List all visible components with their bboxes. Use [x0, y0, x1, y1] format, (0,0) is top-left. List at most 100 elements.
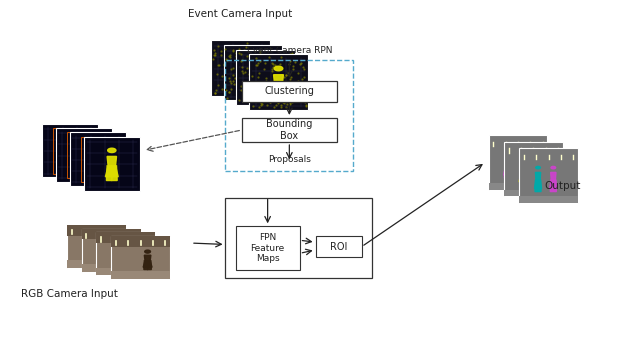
Point: [256, 89, 266, 95]
Point: [237, 70, 248, 76]
Point: [286, 75, 296, 80]
Point: [232, 67, 242, 72]
Point: [247, 101, 257, 106]
Point: [257, 101, 268, 106]
Point: [246, 75, 256, 81]
Point: [292, 95, 302, 101]
Polygon shape: [504, 166, 508, 178]
Point: [232, 49, 243, 54]
Point: [263, 80, 273, 86]
Point: [245, 79, 255, 84]
Point: [226, 48, 236, 53]
Polygon shape: [247, 75, 253, 90]
Point: [277, 91, 287, 97]
Point: [234, 97, 244, 103]
Polygon shape: [100, 250, 104, 259]
Point: [274, 63, 284, 68]
Point: [209, 53, 220, 58]
Point: [269, 72, 280, 77]
Bar: [519, 196, 578, 203]
Point: [241, 66, 252, 71]
Point: [276, 69, 287, 74]
Point: [238, 85, 248, 91]
Point: [256, 69, 266, 74]
Point: [253, 81, 263, 87]
Point: [222, 57, 232, 63]
Point: [256, 102, 266, 107]
Point: [265, 62, 275, 68]
Point: [251, 52, 261, 57]
Point: [255, 49, 265, 55]
Point: [260, 75, 271, 80]
Point: [232, 60, 242, 66]
Point: [260, 61, 270, 66]
Bar: [82, 228, 141, 239]
Polygon shape: [249, 57, 257, 62]
Point: [228, 81, 239, 87]
Bar: [97, 268, 156, 275]
Point: [259, 61, 269, 66]
Point: [212, 83, 223, 88]
Point: [241, 66, 251, 72]
Bar: [42, 124, 98, 177]
Point: [227, 62, 237, 67]
Point: [270, 72, 280, 78]
Point: [267, 54, 277, 59]
Point: [225, 55, 236, 60]
Point: [237, 90, 247, 95]
Point: [241, 81, 251, 87]
Point: [267, 81, 277, 87]
Point: [276, 97, 286, 102]
Point: [231, 47, 241, 52]
Point: [276, 104, 287, 110]
Point: [243, 51, 253, 56]
Point: [244, 71, 254, 76]
Point: [229, 69, 239, 74]
Point: [298, 64, 308, 69]
Point: [252, 91, 262, 96]
Point: [237, 62, 248, 67]
Point: [243, 88, 253, 93]
Point: [280, 104, 291, 110]
Point: [257, 90, 268, 95]
Point: [253, 74, 264, 79]
Point: [257, 89, 267, 94]
Bar: [249, 54, 308, 110]
Point: [250, 82, 260, 88]
Polygon shape: [130, 246, 136, 249]
Point: [210, 52, 220, 58]
Bar: [316, 236, 362, 257]
Bar: [504, 142, 563, 196]
Bar: [111, 236, 170, 247]
Point: [224, 53, 234, 58]
Point: [255, 59, 265, 64]
Point: [286, 98, 296, 104]
Point: [265, 100, 275, 105]
Polygon shape: [551, 166, 556, 169]
Point: [241, 74, 252, 79]
Point: [234, 87, 244, 92]
Bar: [504, 190, 563, 196]
Point: [225, 60, 235, 65]
Point: [235, 76, 245, 81]
Point: [286, 57, 296, 63]
Text: Proposals: Proposals: [268, 155, 311, 164]
Point: [268, 84, 278, 90]
Point: [253, 50, 263, 55]
Point: [228, 66, 238, 71]
Point: [262, 94, 272, 100]
Point: [253, 60, 263, 66]
Text: RGB Camera Input: RGB Camera Input: [21, 289, 118, 299]
Point: [212, 62, 223, 67]
Point: [287, 50, 297, 56]
Point: [228, 86, 238, 91]
Point: [271, 75, 281, 80]
Point: [250, 95, 260, 101]
Point: [248, 71, 259, 76]
Point: [227, 59, 237, 65]
Point: [258, 66, 268, 71]
Point: [261, 81, 271, 86]
Point: [296, 76, 307, 82]
Point: [247, 86, 257, 91]
Point: [282, 101, 292, 107]
